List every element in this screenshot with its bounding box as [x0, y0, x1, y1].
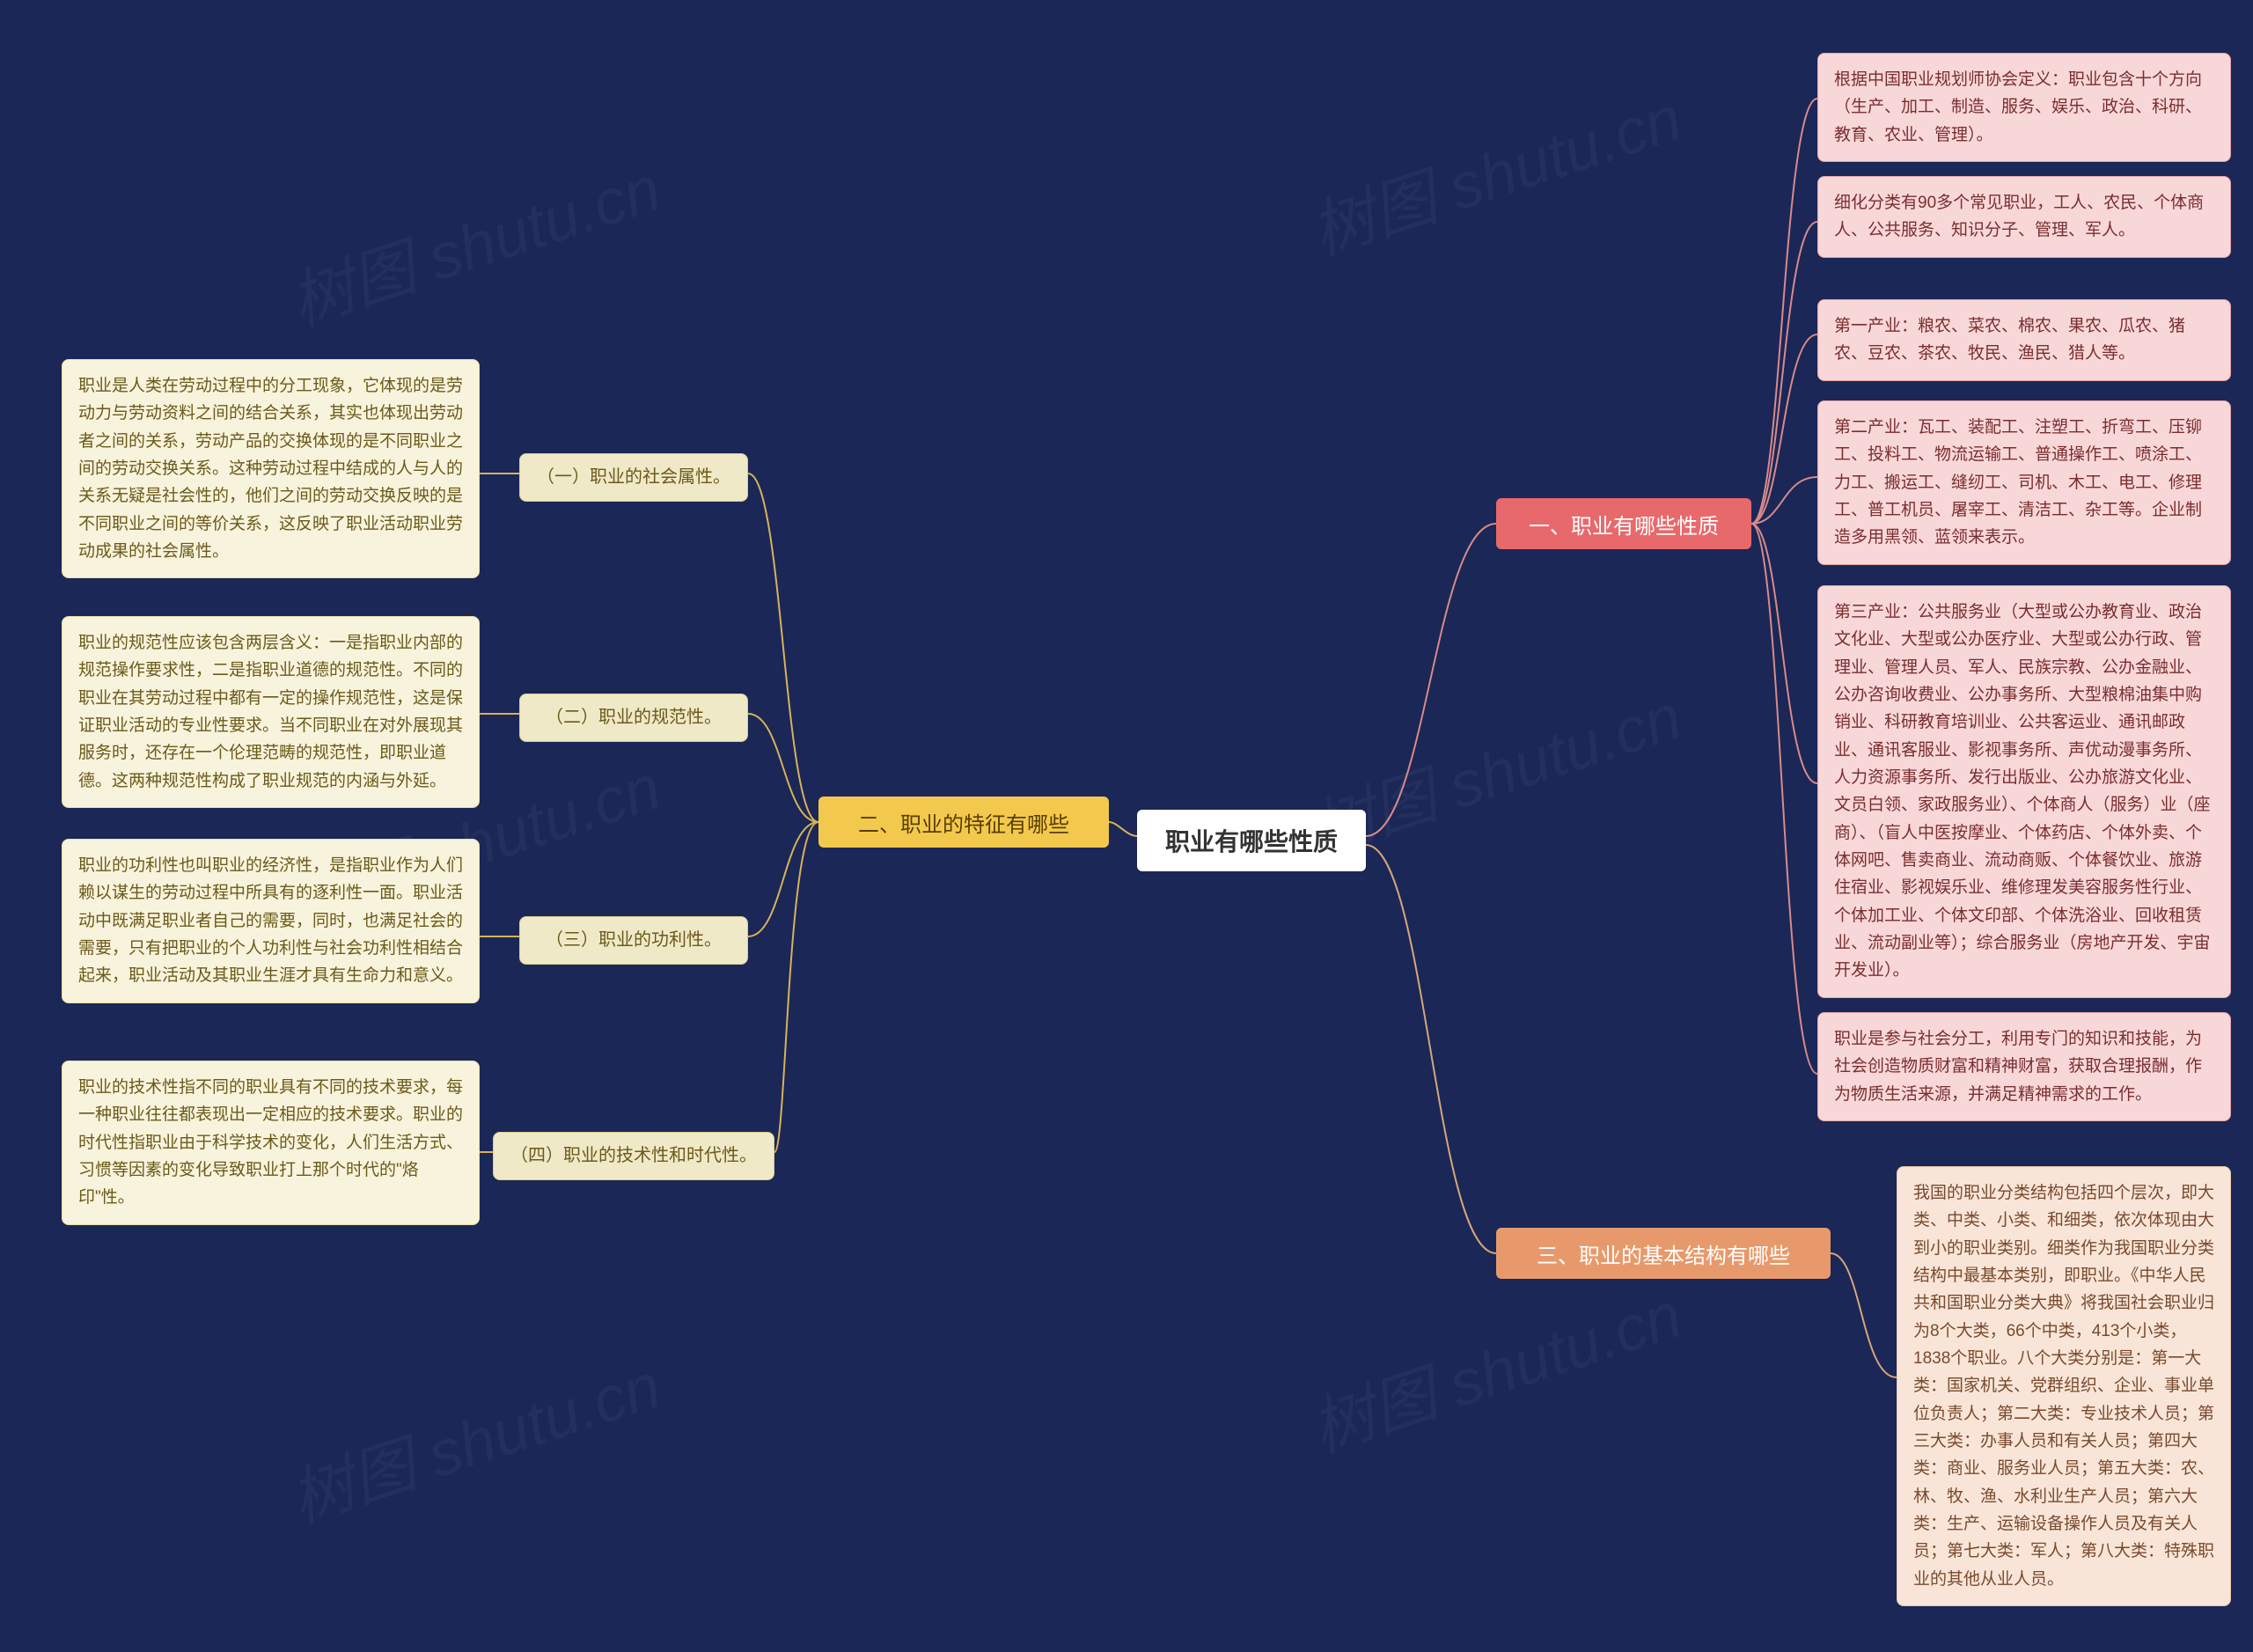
branch-1-leaf-3: 第二产业：瓦工、装配工、注塑工、折弯工、压铆工、投料工、物流运输工、普通操作工、… [1817, 400, 2231, 565]
branch-2-sub-0: （一）职业的社会属性。 [519, 453, 748, 502]
watermark: 树图 shutu.cn [1297, 1263, 1691, 1470]
branch-1-leaf-0: 根据中国职业规划师协会定义：职业包含十个方向（生产、加工、制造、服务、娱乐、政治… [1817, 53, 2231, 162]
watermark: 树图 shutu.cn [276, 1333, 670, 1540]
branch-1-leaf-1: 细化分类有90多个常见职业，工人、农民、个体商人、公共服务、知识分子、管理、军人… [1817, 176, 2231, 258]
branch-2-leaf-2: 职业的功利性也叫职业的经济性，是指职业作为人们赖以谋生的劳动过程中所具有的逐利性… [62, 839, 480, 1003]
branch-2-sub-2: （三）职业的功利性。 [519, 916, 748, 965]
branch-1-node: 一、职业有哪些性质 [1496, 498, 1751, 549]
branch-3-leaf-0: 我国的职业分类结构包括四个层次，即大类、中类、小类、和细类，依次体现由大到小的职… [1897, 1166, 2231, 1606]
branch-2-node: 二、职业的特征有哪些 [818, 797, 1109, 848]
branch-2-sub-1: （二）职业的规范性。 [519, 694, 748, 742]
branch-1-leaf-2: 第一产业：粮农、菜农、棉农、果农、瓜农、猪农、豆农、茶农、牧民、渔民、猎人等。 [1817, 299, 2231, 381]
branch-2-leaf-3: 职业的技术性指不同的职业具有不同的技术要求，每一种职业往往都表现出一定相应的技术… [62, 1061, 480, 1225]
branch-2-leaf-0: 职业是人类在劳动过程中的分工现象，它体现的是劳动力与劳动资料之间的结合关系，其实… [62, 359, 480, 578]
branch-1-leaf-5: 职业是参与社会分工，利用专门的知识和技能，为社会创造物质财富和精神财富，获取合理… [1817, 1012, 2231, 1121]
watermark: 树图 shutu.cn [1297, 66, 1691, 273]
branch-3-node: 三、职业的基本结构有哪些 [1496, 1228, 1831, 1279]
center-node: 职业有哪些性质 [1137, 810, 1366, 871]
branch-2-sub-3: （四）职业的技术性和时代性。 [493, 1132, 774, 1180]
watermark: 树图 shutu.cn [276, 136, 670, 343]
branch-2-leaf-1: 职业的规范性应该包含两层含义：一是指职业内部的规范操作要求性，二是指职业道德的规… [62, 616, 480, 808]
branch-1-leaf-4: 第三产业：公共服务业（大型或公办教育业、政治文化业、大型或公办医疗业、大型或公办… [1817, 585, 2231, 998]
